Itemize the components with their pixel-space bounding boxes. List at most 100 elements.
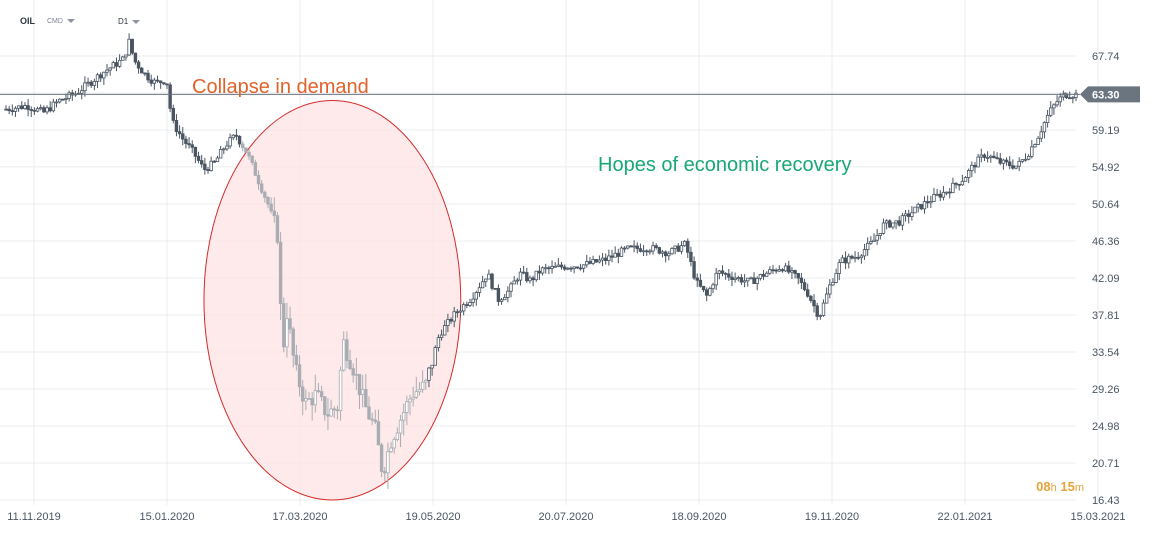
candle-body bbox=[626, 245, 630, 249]
candle-body bbox=[919, 203, 924, 210]
candle-body bbox=[812, 300, 816, 307]
candle-body bbox=[831, 282, 835, 286]
candle-body bbox=[682, 240, 687, 247]
candle-body bbox=[465, 304, 469, 307]
candle-body bbox=[61, 98, 65, 101]
candle-body bbox=[594, 259, 598, 263]
candle-body bbox=[89, 81, 93, 86]
candle-body bbox=[310, 398, 314, 406]
candle-body bbox=[916, 203, 920, 208]
candle-body bbox=[477, 287, 482, 293]
y-tick-label: 46.36 bbox=[1092, 236, 1120, 248]
candle-body bbox=[1030, 146, 1034, 157]
y-tick-label: 42.09 bbox=[1092, 273, 1120, 285]
timeframe-selector[interactable]: D1 bbox=[118, 17, 141, 26]
timer-hours: 08 bbox=[1036, 479, 1051, 494]
candle-body bbox=[761, 274, 766, 277]
candle-body bbox=[764, 272, 769, 277]
candle-body bbox=[771, 269, 775, 272]
candle-body bbox=[749, 277, 753, 280]
candle-body bbox=[370, 418, 374, 421]
candle-body bbox=[1036, 137, 1040, 145]
candle-body bbox=[689, 251, 693, 262]
candle-body bbox=[39, 107, 43, 110]
candle-body bbox=[992, 155, 996, 159]
candle-body bbox=[1008, 161, 1012, 167]
candle-body bbox=[184, 138, 188, 144]
category-selector[interactable]: CMD bbox=[47, 18, 75, 25]
y-tick-label: 54.92 bbox=[1092, 162, 1120, 174]
candle-body bbox=[578, 267, 583, 270]
candle-body bbox=[376, 421, 381, 446]
candle-body bbox=[929, 201, 933, 204]
candle-body bbox=[1071, 97, 1075, 99]
candle-body bbox=[490, 273, 494, 289]
timer-hours-unit: h bbox=[1050, 482, 1057, 494]
chevron-down-icon[interactable] bbox=[66, 19, 75, 24]
candle-body bbox=[86, 81, 90, 84]
y-tick-label: 20.71 bbox=[1092, 458, 1120, 470]
candle-body bbox=[944, 191, 949, 194]
candle-body bbox=[392, 439, 396, 449]
candle-body bbox=[389, 447, 393, 453]
x-tick-label: 19.05.2020 bbox=[405, 511, 460, 523]
candle-body bbox=[859, 255, 864, 259]
candle-body bbox=[821, 302, 826, 316]
x-tick-label: 17.03.2020 bbox=[272, 511, 327, 523]
candle-body bbox=[562, 266, 567, 270]
candle-body bbox=[319, 391, 324, 398]
candle-body bbox=[143, 72, 147, 75]
current-price-line-group: 63.30 bbox=[0, 86, 1140, 103]
candle-body bbox=[853, 256, 857, 259]
candle-body bbox=[790, 270, 794, 273]
candle-body bbox=[569, 267, 573, 270]
candle-body bbox=[105, 69, 109, 73]
x-tick-label: 11.11.2019 bbox=[7, 511, 60, 523]
candle-body bbox=[405, 401, 409, 413]
candle-body bbox=[774, 269, 778, 272]
candle-body bbox=[818, 315, 823, 317]
candle-body bbox=[168, 84, 172, 109]
candle-body bbox=[7, 108, 11, 112]
candle-body bbox=[32, 109, 37, 112]
candle-body bbox=[559, 264, 564, 268]
candle-body bbox=[20, 105, 24, 110]
candle-body bbox=[121, 56, 125, 61]
y-tick-label: 16.43 bbox=[1092, 495, 1120, 507]
candle-body bbox=[932, 194, 936, 202]
candle-body bbox=[806, 289, 810, 297]
candle-body bbox=[420, 381, 425, 390]
candle-body bbox=[787, 265, 791, 273]
candle-body bbox=[386, 451, 390, 474]
candle-body bbox=[155, 79, 160, 82]
candle-body bbox=[294, 354, 299, 366]
candle-body bbox=[57, 98, 62, 103]
last-price-dot bbox=[1063, 92, 1068, 97]
candle-body bbox=[537, 270, 542, 274]
candle-body bbox=[935, 193, 939, 196]
candle-body bbox=[140, 67, 144, 74]
candle-body bbox=[449, 319, 453, 322]
candle-body bbox=[193, 146, 198, 157]
candle-body bbox=[1039, 131, 1043, 139]
candle-body bbox=[872, 239, 876, 243]
candle-body bbox=[111, 62, 116, 69]
candle-body bbox=[487, 273, 491, 280]
candle-body bbox=[266, 197, 270, 205]
y-tick-label: 29.26 bbox=[1092, 384, 1120, 396]
candle-body bbox=[199, 160, 204, 165]
candle-body bbox=[64, 97, 68, 100]
candle-body bbox=[736, 277, 740, 279]
candle-body bbox=[259, 183, 264, 193]
symbol-label[interactable]: OIL bbox=[20, 16, 35, 26]
chevron-down-icon[interactable] bbox=[132, 19, 141, 24]
candle-body bbox=[503, 297, 507, 301]
candle-body bbox=[48, 107, 52, 112]
candle-body bbox=[335, 409, 340, 412]
candle-body bbox=[521, 271, 526, 274]
candle-body bbox=[493, 287, 497, 290]
candle-body bbox=[780, 269, 785, 272]
candle-body bbox=[411, 396, 415, 400]
